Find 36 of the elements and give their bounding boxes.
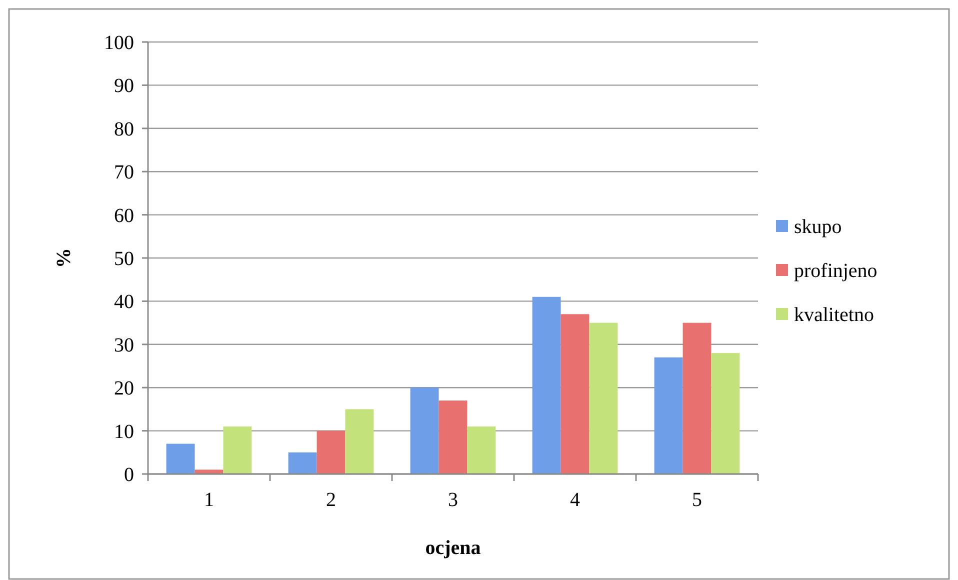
- y-tick-label: 50: [114, 248, 134, 270]
- y-tick-label: 30: [114, 334, 134, 356]
- x-axis-title: ocjena: [425, 537, 481, 559]
- bar: [345, 409, 374, 474]
- bar: [438, 400, 468, 474]
- x-tick-label: 2: [326, 489, 336, 511]
- bar: [532, 296, 561, 474]
- legend-label: kvalitetno: [794, 304, 874, 326]
- bar: [711, 353, 740, 474]
- bar: [654, 357, 683, 474]
- legend-label: skupo: [794, 216, 842, 238]
- x-tick-label: 1: [204, 489, 214, 511]
- bar: [467, 426, 496, 474]
- bar: [560, 314, 590, 474]
- y-tick-label: 20: [114, 378, 134, 400]
- y-axis-title: %: [53, 248, 75, 268]
- x-tick-label: 5: [692, 489, 702, 511]
- bar: [682, 322, 712, 474]
- bar: [223, 426, 252, 474]
- x-tick-label: 3: [448, 489, 458, 511]
- y-tick-label: 70: [114, 162, 134, 184]
- x-tick-label: 4: [570, 489, 580, 511]
- legend-label: profinjeno: [794, 260, 878, 282]
- bar: [316, 430, 346, 474]
- bar: [589, 322, 618, 474]
- y-tick-label: 10: [114, 420, 134, 443]
- y-tick-label: 0: [124, 464, 134, 486]
- bar: [166, 444, 195, 474]
- y-tick-label: 100: [104, 32, 134, 54]
- y-tick-label: 90: [114, 75, 134, 98]
- bar: [410, 388, 439, 474]
- y-tick-label: 60: [114, 204, 134, 227]
- y-tick-label: 80: [114, 118, 134, 140]
- y-tick-label: 40: [114, 291, 134, 314]
- bar: [194, 470, 224, 474]
- bar: [288, 452, 317, 474]
